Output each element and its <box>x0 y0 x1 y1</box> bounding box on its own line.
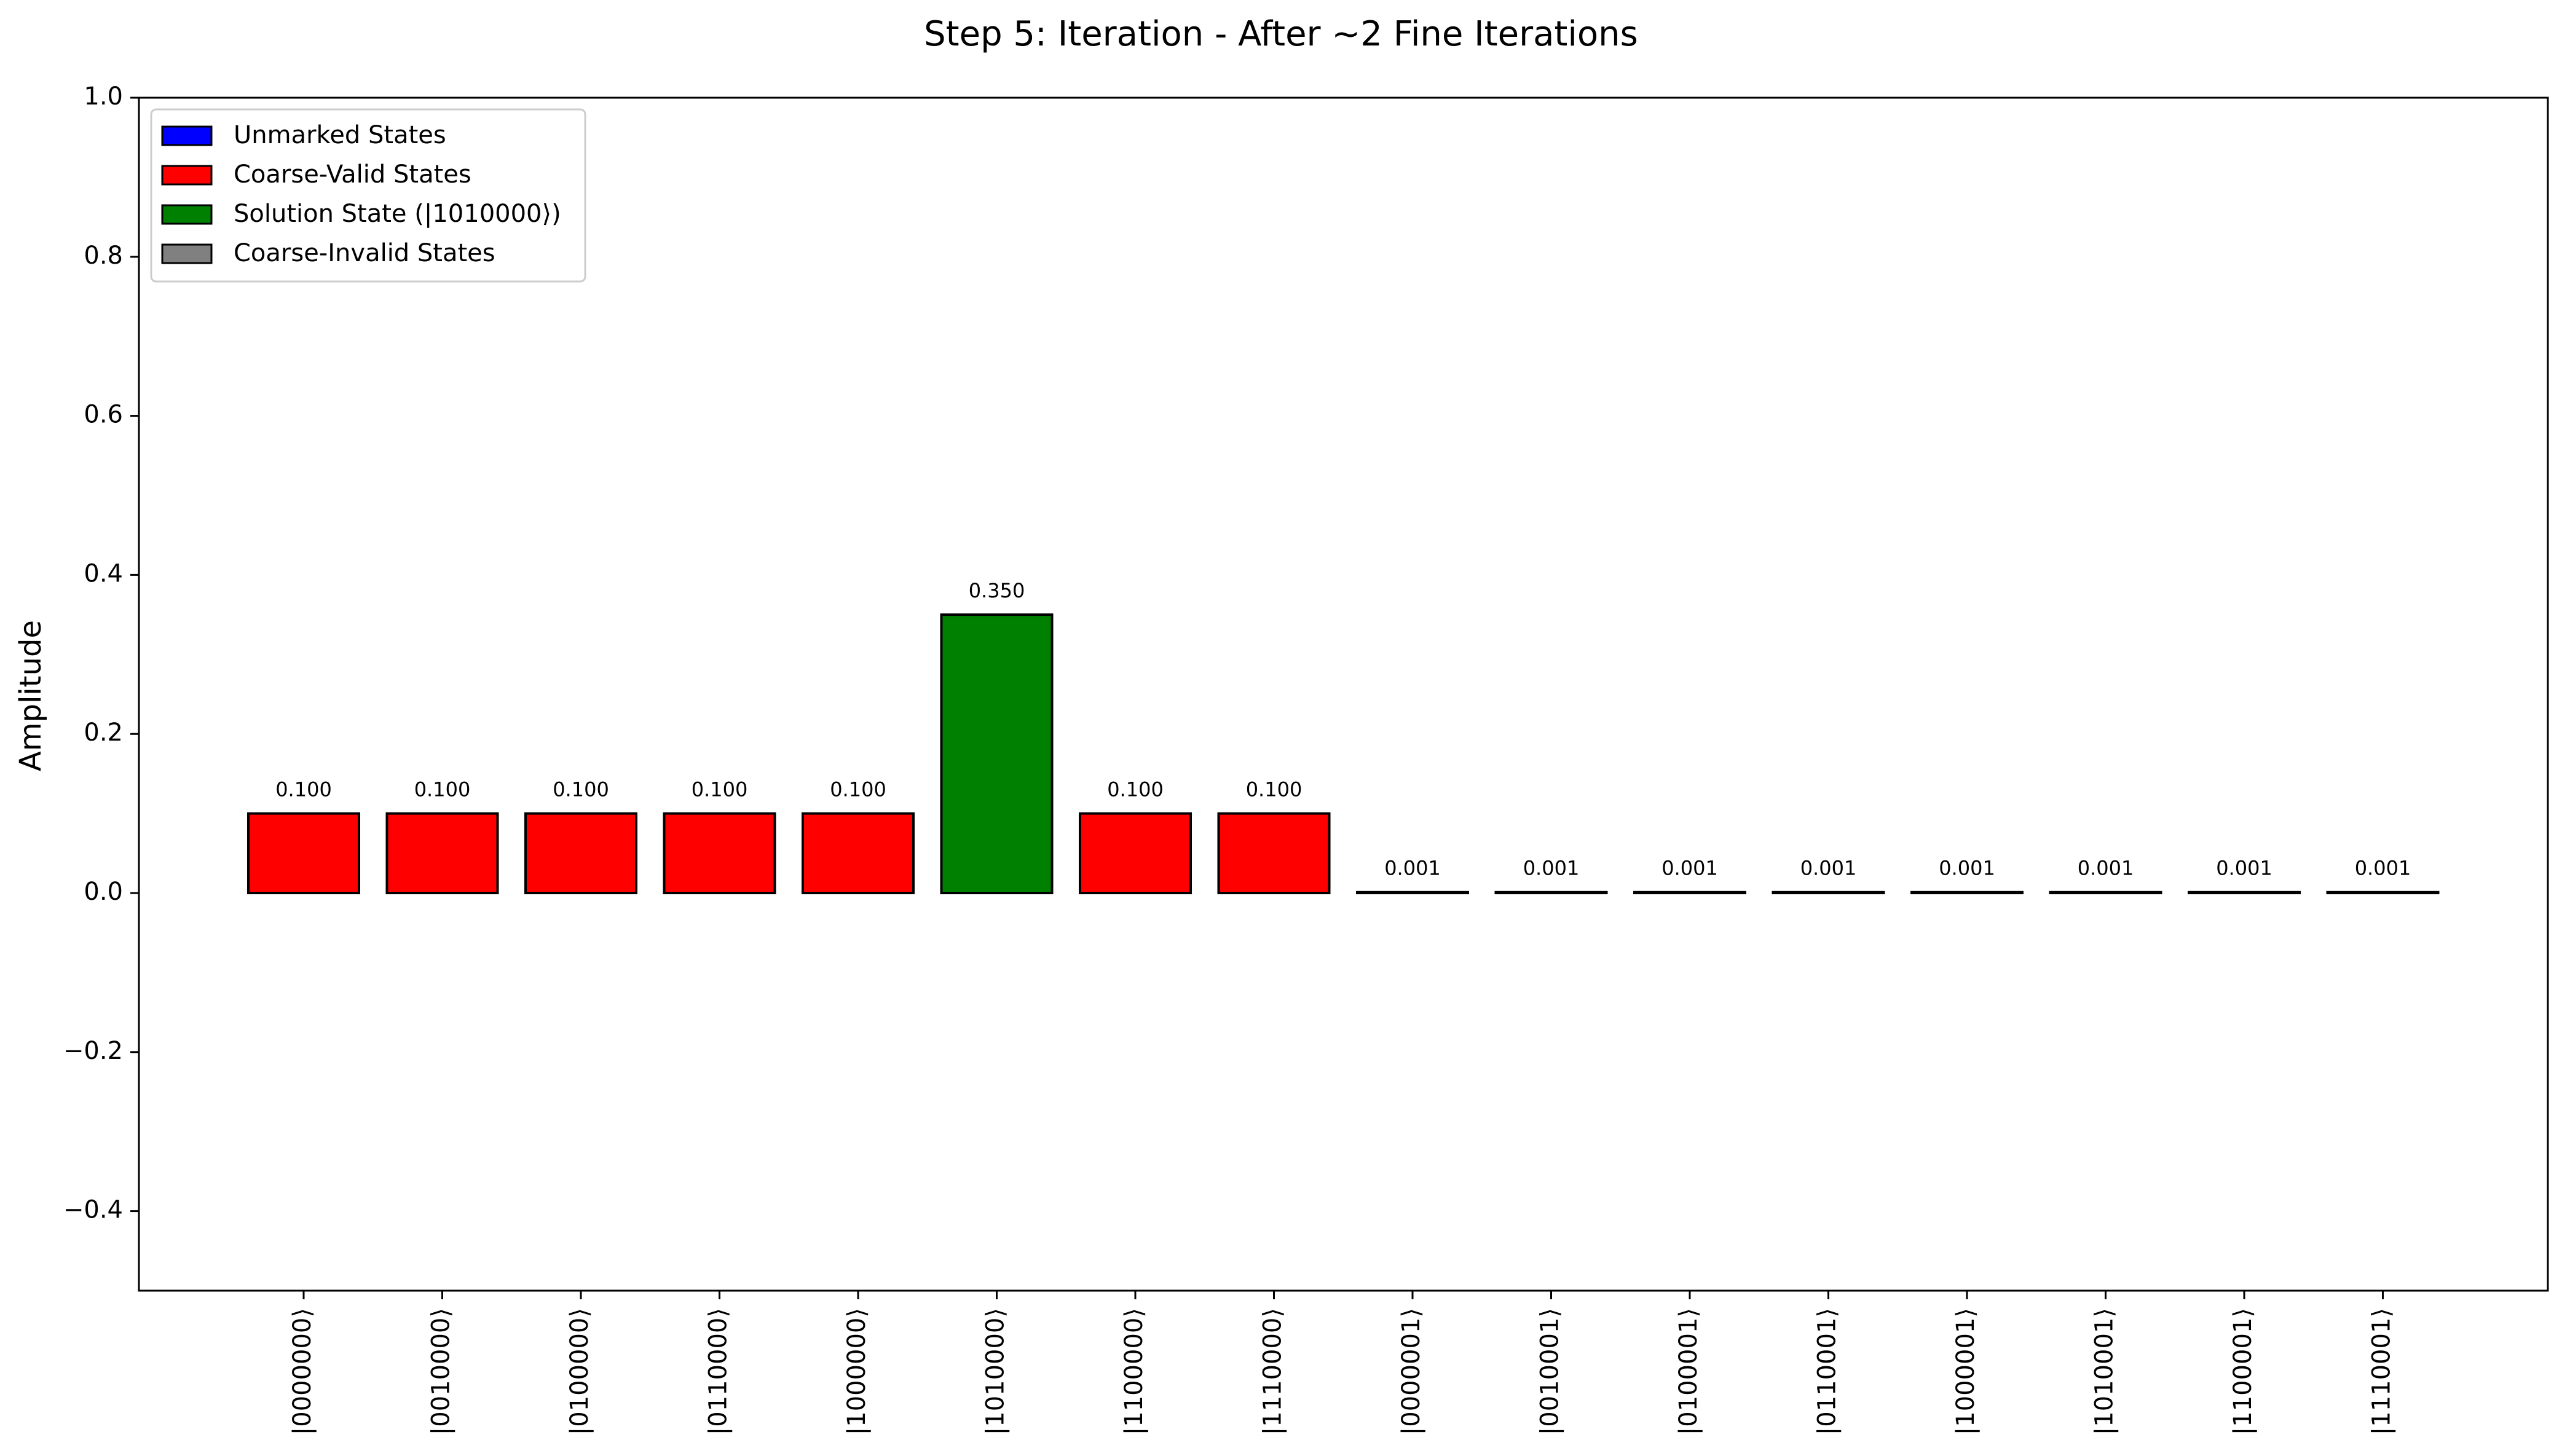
value-label-9: 0.001 <box>1523 857 1580 880</box>
value-label-1: 0.100 <box>414 778 471 801</box>
y-axis-label: Amplitude <box>14 620 48 771</box>
bars-layer <box>247 613 2440 895</box>
x-tick-label-4: |1000000⟩ <box>843 1308 871 1435</box>
y-tick-label-1: −0.2 <box>63 1037 123 1065</box>
value-label-6: 0.100 <box>1107 778 1164 801</box>
x-tick-label-12: |1000001⟩ <box>1952 1308 1980 1435</box>
x-tick-label-14: |1100001⟩ <box>2229 1308 2257 1435</box>
value-label-13: 0.001 <box>2078 857 2134 880</box>
x-tick-label-11: |0110001⟩ <box>1813 1308 1842 1435</box>
y-tick-label-2: 0.0 <box>84 878 123 906</box>
bar-3 <box>663 812 776 894</box>
y-tick-label-6: 0.8 <box>84 242 123 270</box>
x-tick-label-15: |1110001⟩ <box>2368 1308 2396 1435</box>
value-label-11: 0.001 <box>1800 857 1857 880</box>
chart-title: Step 5: Iteration - After ~2 Fine Iterat… <box>924 14 1638 54</box>
legend-box <box>150 108 586 283</box>
bar-15 <box>2326 891 2440 895</box>
legend-swatch-unmarked <box>161 125 213 146</box>
value-label-2: 0.100 <box>553 778 609 801</box>
x-tick-label-3: |0110000⟩ <box>704 1308 733 1435</box>
plot-area-frame <box>138 96 2549 1292</box>
bar-14 <box>2188 891 2301 895</box>
bar-2 <box>524 812 637 894</box>
legend-label-unmarked: Unmarked States <box>234 121 446 149</box>
bar-8 <box>1356 891 1469 895</box>
value-label-8: 0.001 <box>1384 857 1441 880</box>
bar-11 <box>1772 891 1885 895</box>
x-axis-ticks: |0000000⟩ |0010000⟩ |0100000⟩ |0110000⟩ |100… <box>288 1291 2396 1435</box>
legend-swatch-coarse-valid <box>161 165 213 186</box>
legend-swatch-solution <box>161 204 213 225</box>
y-tick-label-0: −0.4 <box>63 1196 123 1224</box>
y-tick-label-3: 0.2 <box>84 718 123 747</box>
legend-swatch-coarse-invalid <box>161 243 213 264</box>
value-label-12: 0.001 <box>1939 857 1995 880</box>
bar-6 <box>1079 812 1192 894</box>
legend-label-solution: Solution State (|1010000⟩) <box>234 200 561 228</box>
value-labels-layer: 0.100 0.100 0.100 0.100 0.100 0.350 0.100 0.100… <box>275 579 2411 880</box>
value-label-14: 0.001 <box>2216 857 2272 880</box>
bar-0 <box>247 812 360 894</box>
y-tick-label-7: 1.0 <box>84 82 123 111</box>
value-label-5: 0.350 <box>969 579 1025 602</box>
bar-13 <box>2049 891 2162 895</box>
x-tick-label-2: |0100000⟩ <box>566 1308 594 1435</box>
value-label-7: 0.100 <box>1246 778 1303 801</box>
x-tick-label-5: |1010000⟩ <box>982 1308 1010 1435</box>
value-label-10: 0.001 <box>1661 857 1718 880</box>
x-tick-label-6: |1100000⟩ <box>1120 1308 1148 1435</box>
y-tick-label-5: 0.6 <box>84 401 123 429</box>
bar-10 <box>1633 891 1746 895</box>
x-tick-label-0: |0000000⟩ <box>288 1308 317 1435</box>
legend-label-coarse-valid: Coarse-Valid States <box>234 160 471 189</box>
value-label-3: 0.100 <box>692 778 748 801</box>
bar-1 <box>385 812 499 894</box>
bar-4 <box>802 812 915 894</box>
bar-9 <box>1494 891 1608 895</box>
bar-7 <box>1217 812 1331 894</box>
y-axis-ticks: −0.4 −0.2 0.0 0.2 0.4 0.6 0.8 1.0 <box>63 82 139 1224</box>
legend-label-coarse-invalid: Coarse-Invalid States <box>234 239 495 267</box>
x-tick-label-1: |0010000⟩ <box>427 1308 455 1435</box>
value-label-4: 0.100 <box>830 778 886 801</box>
x-tick-label-13: |1010001⟩ <box>2091 1308 2119 1435</box>
x-tick-label-10: |0100001⟩ <box>1674 1308 1703 1435</box>
value-label-15: 0.001 <box>2355 857 2411 880</box>
value-label-0: 0.100 <box>275 778 332 801</box>
x-tick-label-8: |0000001⟩ <box>1397 1308 1425 1435</box>
legend: Unmarked States Coarse-Valid States Soluti… <box>150 108 586 283</box>
x-tick-label-7: |1110000⟩ <box>1259 1308 1287 1435</box>
bar-12 <box>1910 891 2024 895</box>
x-tick-label-9: |0010001⟩ <box>1536 1308 1564 1435</box>
bar-5 <box>940 613 1054 894</box>
y-tick-label-4: 0.4 <box>84 559 123 588</box>
